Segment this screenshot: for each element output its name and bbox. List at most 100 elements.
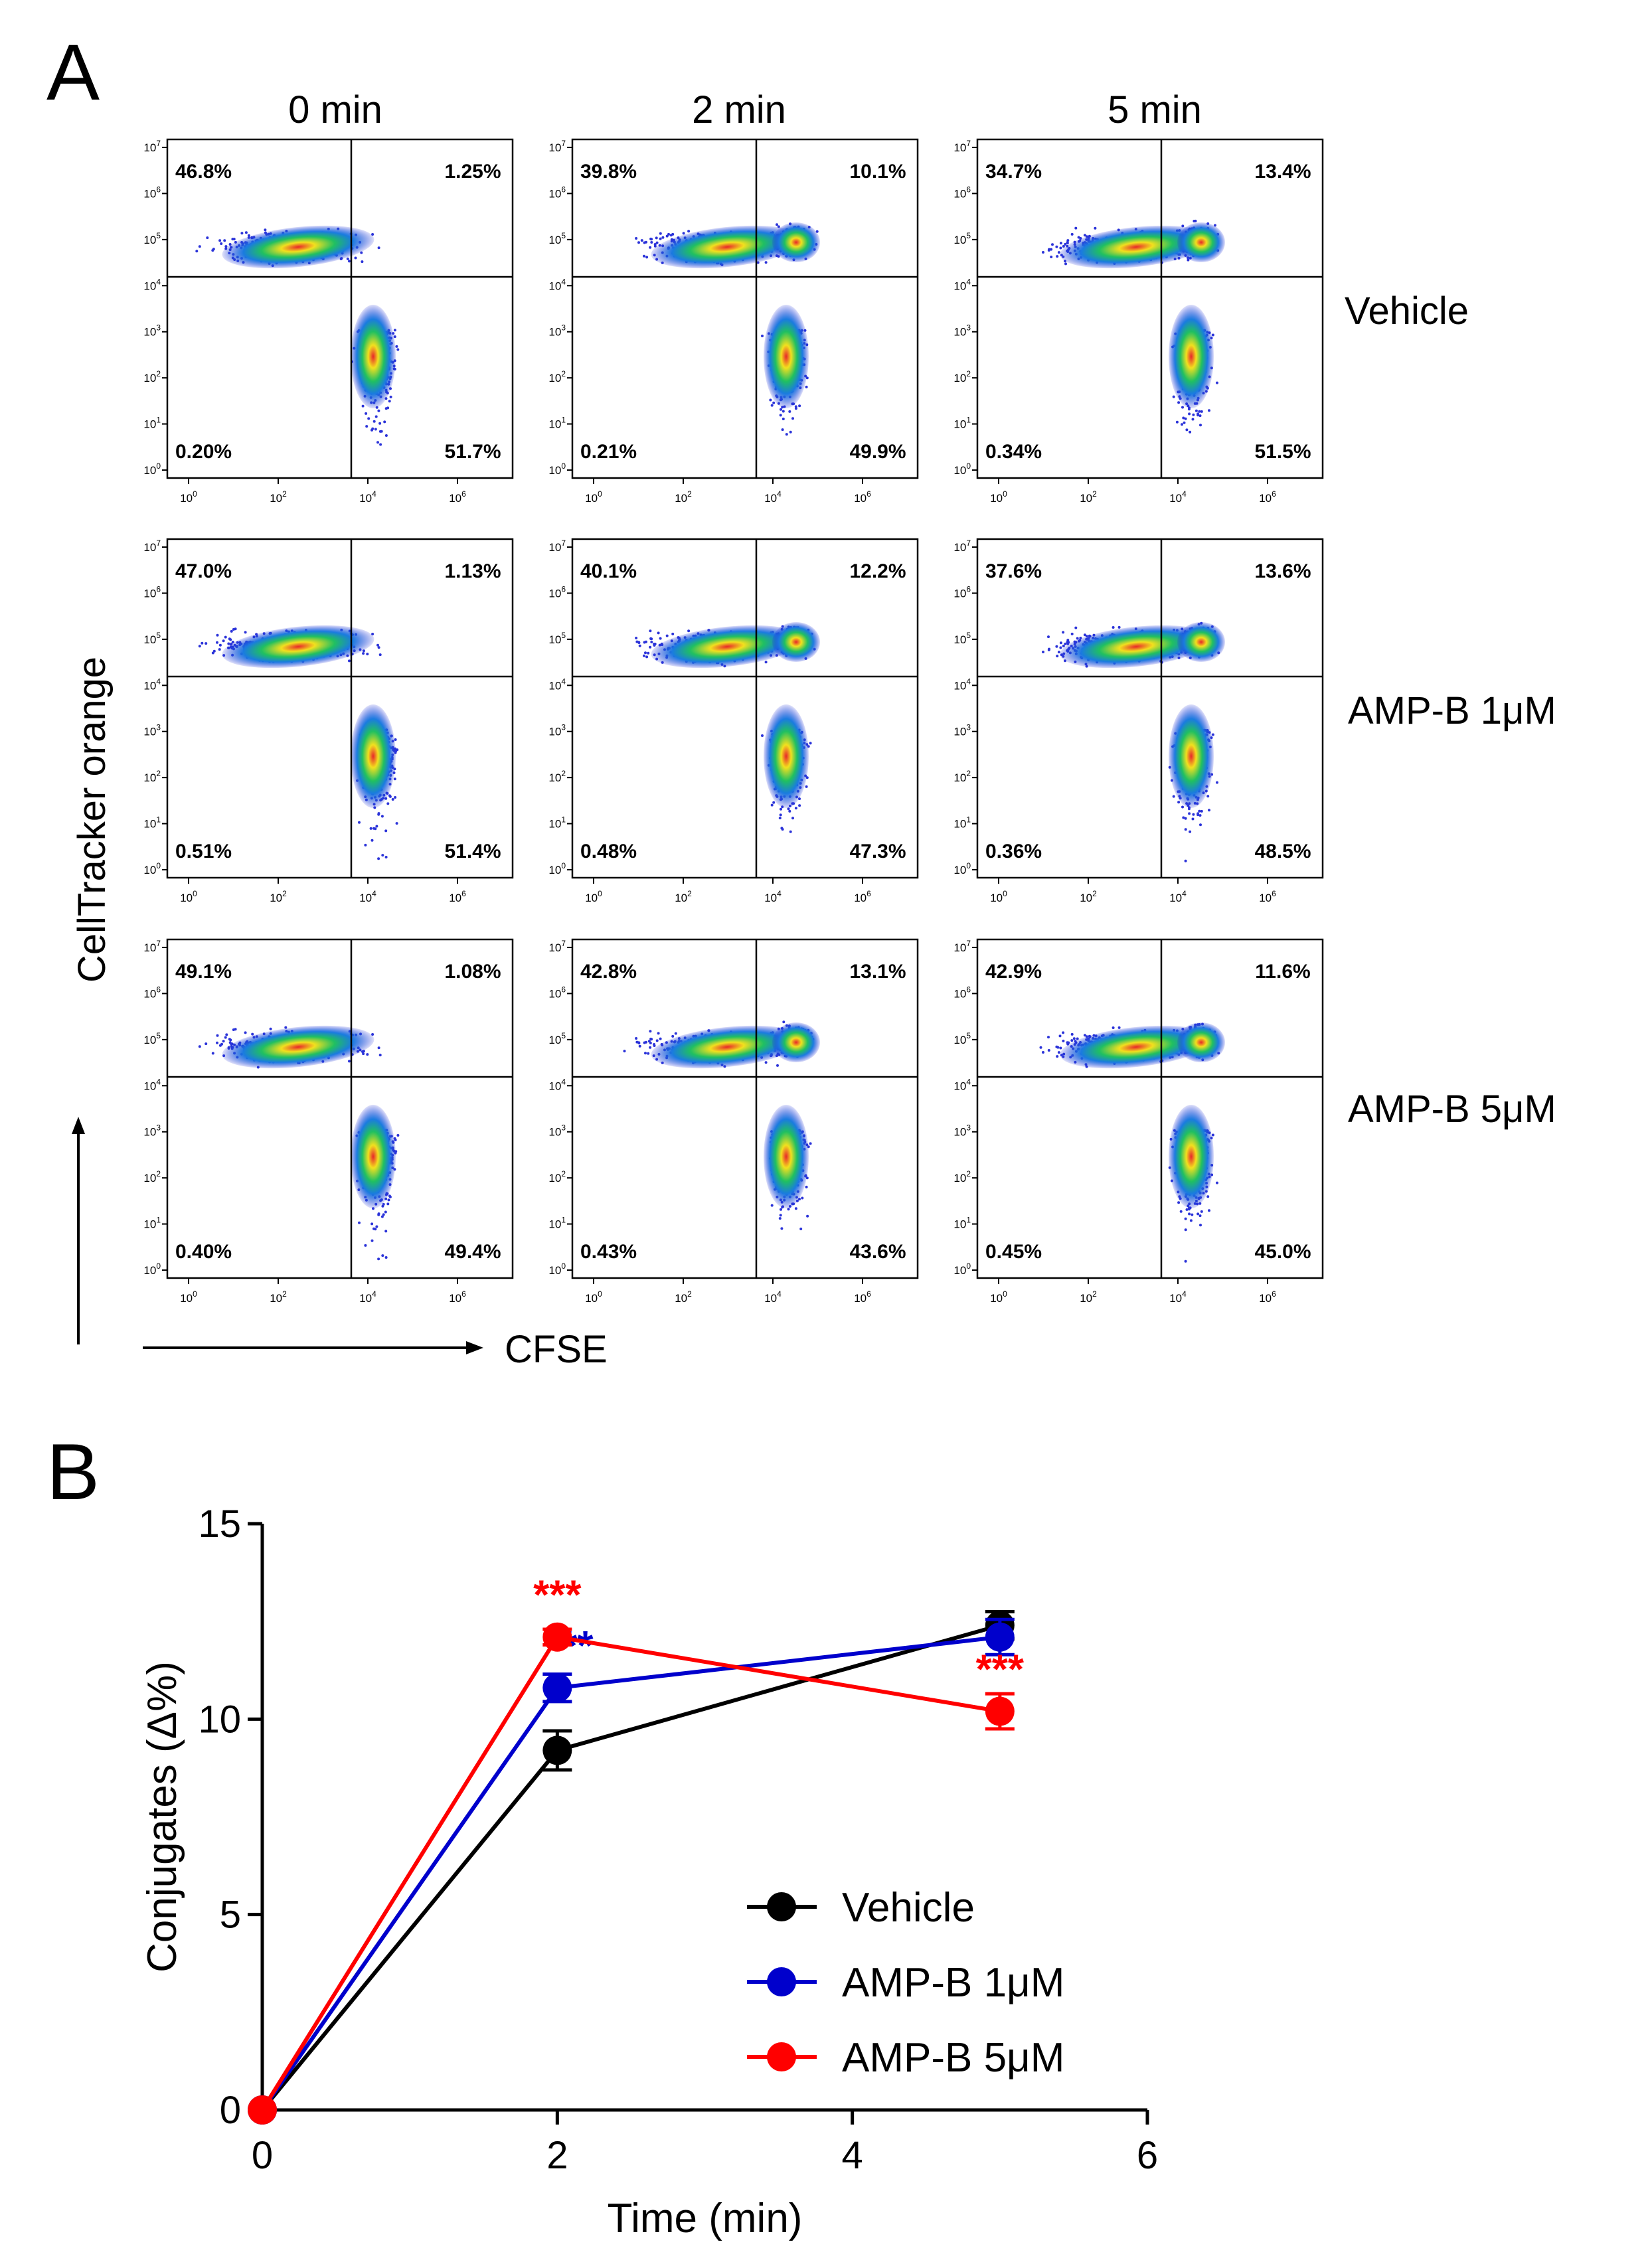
quadrant-ll-value: 0.51%	[175, 841, 232, 862]
flow-x-tick-label: 102	[675, 489, 692, 505]
flow-y-tick-label: 107	[953, 939, 971, 954]
flow-y-tick-label: 106	[548, 185, 566, 200]
y-axis-title: Conjugates (Δ%)	[139, 1661, 185, 1973]
x-tick-label: 2	[546, 2134, 568, 2177]
flow-x-tick-label: 106	[1259, 889, 1276, 904]
flow-y-tick-label: 106	[548, 985, 566, 1000]
quadrant-ul-value: 37.6%	[985, 560, 1042, 582]
flow-x-tick-label: 102	[270, 489, 287, 505]
data-point	[985, 1622, 1015, 1652]
quadrant-ur-value: 12.2%	[849, 560, 906, 582]
flow-x-tick-label: 106	[1259, 489, 1276, 505]
x-axis-title: Time (min)	[608, 2196, 803, 2241]
flow-x-tick-label: 100	[990, 489, 1007, 505]
flow-y-tick-label: 103	[143, 723, 161, 738]
flow-y-tick-label: 106	[953, 584, 971, 600]
flow-y-tick-label: 101	[953, 815, 971, 831]
flow-x-tick-label: 104	[764, 1289, 782, 1305]
flow-plot-grid: 46.8% 1.25%0.20% 51.7%10010110210310410510…	[143, 138, 1324, 1305]
flow-y-tick-label: 104	[953, 277, 971, 292]
flow-x-tick-label: 102	[675, 1289, 692, 1305]
flow-x-tick-label: 102	[675, 889, 692, 904]
flow-x-tick-label: 100	[990, 889, 1007, 904]
flow-x-tick-label: 100	[585, 489, 602, 505]
flow-y-ticks: 100 101 102 103 104 105 106 107	[548, 939, 572, 1277]
flow-y-tick-label: 106	[953, 185, 971, 200]
flow-y-tick-label: 105	[548, 631, 566, 646]
density-blobs	[222, 1025, 396, 1208]
plot-frame	[571, 138, 919, 479]
y-tick-label: 15	[198, 1502, 241, 1546]
density-blobs	[651, 222, 820, 408]
legend-item: Vehicle	[747, 1885, 975, 1931]
flow-y-tick-label: 107	[143, 139, 161, 154]
quadrant-ur-value: 10.1%	[849, 161, 906, 183]
flow-y-tick-label: 106	[548, 584, 566, 600]
flow-x-tick-label: 102	[270, 889, 287, 904]
x-tick-label: 0	[252, 2134, 273, 2177]
legend-item: AMP-B 1μM	[747, 1960, 1064, 2006]
quadrant-lr-value: 48.5%	[1254, 841, 1311, 862]
row-label-vehicle: Vehicle	[1345, 289, 1469, 333]
flow-y-tick-label: 104	[143, 277, 161, 292]
flow-y-ticks: 100 101 102 103 104 105 106 107	[143, 538, 167, 876]
flow-y-tick-label: 101	[143, 416, 161, 431]
legend-label: AMP-B 1μM	[842, 1960, 1064, 2006]
density-blobs	[1060, 222, 1225, 408]
flow-y-tick-label: 104	[143, 677, 161, 692]
column-title-0min: 0 min	[288, 88, 382, 131]
data-point	[542, 1736, 572, 1765]
flow-y-tick-label: 102	[143, 369, 161, 384]
flow-y-tick-label: 107	[548, 939, 566, 954]
x-tick-label: 4	[842, 2134, 863, 2177]
flow-plot-r2-c0: 49.1% 1.08%0.40% 49.4%10010110210310410510…	[143, 938, 514, 1305]
flow-x-tick-label: 104	[1169, 489, 1187, 505]
flow-y-ticks: 100 101 102 103 104 105 106 107	[143, 139, 167, 477]
flow-y-tick-label: 100	[953, 861, 971, 876]
density-blobs	[1060, 1022, 1225, 1208]
density-blobs	[222, 225, 396, 408]
flow-x-tick-label: 102	[1080, 889, 1097, 904]
legend-marker	[767, 1967, 796, 1996]
flow-x-tick-label: 106	[1259, 1289, 1276, 1305]
flow-y-tick-label: 102	[953, 769, 971, 784]
quadrant-lr-value: 49.4%	[444, 1241, 501, 1263]
quadrant-ll-value: 0.45%	[985, 1241, 1042, 1263]
flow-y-tick-label: 100	[548, 1261, 566, 1277]
data-point	[985, 1696, 1015, 1726]
flow-y-tick-label: 107	[953, 538, 971, 554]
column-title-2min: 2 min	[692, 88, 786, 131]
flow-y-tick-label: 105	[953, 631, 971, 646]
legend-label: Vehicle	[842, 1885, 975, 1931]
legend-marker	[767, 2042, 796, 2071]
flow-y-tick-label: 100	[143, 861, 161, 876]
flow-y-tick-label: 105	[548, 231, 566, 246]
series-2: *** ***	[248, 1573, 1025, 2125]
plot-frame	[976, 138, 1324, 479]
quadrant-lr-value: 43.6%	[849, 1241, 906, 1263]
flow-y-tick-label: 102	[548, 1169, 566, 1184]
data-point	[542, 1673, 572, 1703]
flow-y-tick-label: 104	[548, 677, 566, 692]
flow-y-tick-label: 104	[143, 1077, 161, 1092]
quadrant-ll-value: 0.34%	[985, 441, 1042, 463]
flow-x-tick-label: 106	[449, 889, 466, 904]
quadrant-lr-value: 51.5%	[1254, 441, 1311, 463]
flow-x-tick-label: 100	[180, 1289, 197, 1305]
quadrant-lr-value: 47.3%	[849, 841, 906, 862]
flow-y-ticks: 100 101 102 103 104 105 106 107	[548, 538, 572, 876]
flow-x-ticks: 100 102 104 106	[990, 478, 1276, 505]
y-tick-label: 5	[220, 1894, 241, 1937]
flow-y-tick-label: 107	[143, 538, 161, 554]
flow-x-ticks: 100 102 104 106	[585, 478, 871, 505]
flow-y-tick-label: 100	[548, 461, 566, 477]
flow-y-tick-label: 101	[953, 416, 971, 431]
flow-y-tick-label: 101	[953, 1216, 971, 1231]
flow-y-tick-label: 100	[143, 461, 161, 477]
plot-frame	[976, 538, 1324, 879]
x-axis-title-cfse: CFSE	[505, 1328, 608, 1371]
flow-y-tick-label: 104	[548, 1077, 566, 1092]
plot-frame	[571, 938, 919, 1279]
flow-y-tick-label: 105	[548, 1031, 566, 1046]
